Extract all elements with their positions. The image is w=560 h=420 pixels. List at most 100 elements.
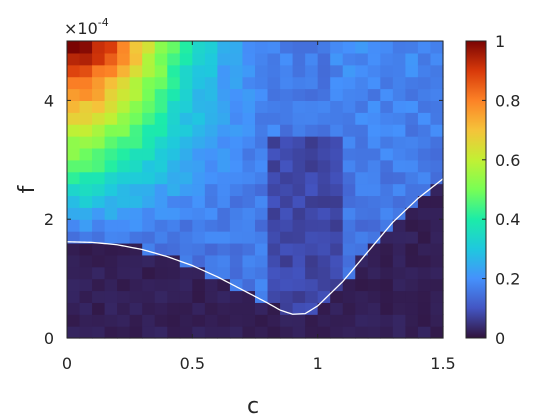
heatmap-cell <box>417 266 432 280</box>
heatmap-cell <box>267 136 281 149</box>
heatmap-cell <box>204 171 218 185</box>
heatmap-cell <box>179 124 193 137</box>
heatmap-cell <box>355 112 369 125</box>
heatmap-cell <box>179 195 193 208</box>
heatmap-cell <box>405 147 419 161</box>
heatmap-cell <box>204 88 218 101</box>
heatmap-cell <box>280 183 294 197</box>
heatmap-cell <box>92 242 106 256</box>
heatmap-cell <box>417 302 432 315</box>
plot-area-border <box>66 40 444 339</box>
heatmap-cell <box>380 136 394 149</box>
colorbar <box>465 40 487 339</box>
heatmap-cell <box>417 64 432 78</box>
heatmap-cell <box>367 231 381 244</box>
heatmap-cell <box>330 64 344 78</box>
heatmap-cell <box>192 254 206 268</box>
heatmap-cell <box>67 88 81 101</box>
heatmap-cell <box>167 76 181 90</box>
x-tick-label: 0.5 <box>180 354 205 373</box>
heatmap-cell <box>179 171 193 185</box>
heatmap-cell <box>330 41 344 54</box>
heatmap-cell <box>292 41 306 54</box>
heatmap-cell <box>355 195 369 208</box>
heatmap-cell <box>104 100 118 113</box>
heatmap-cell <box>217 242 231 256</box>
heatmap-cell <box>92 183 106 197</box>
heatmap-cell <box>417 254 432 268</box>
heatmap-cell <box>305 183 319 197</box>
heatmap-cell <box>154 207 168 220</box>
heatmap-cell <box>430 326 444 339</box>
heatmap-cell <box>405 136 419 149</box>
heatmap-cell <box>430 76 444 90</box>
heatmap-cell <box>255 76 269 90</box>
heatmap-cell <box>167 88 181 101</box>
heatmap-cell <box>242 290 256 303</box>
heatmap-cell <box>267 112 281 125</box>
heatmap-cell <box>292 266 306 280</box>
heatmap-cell <box>67 76 81 90</box>
heatmap-cell <box>255 171 269 185</box>
heatmap-cell <box>142 41 156 54</box>
heatmap-cell <box>417 100 432 113</box>
heatmap-cell <box>229 242 244 256</box>
heatmap-cell <box>167 302 181 315</box>
heatmap-cell <box>154 231 168 244</box>
heatmap-cell <box>417 326 432 339</box>
heatmap-cell <box>229 112 244 125</box>
heatmap-cell <box>380 112 394 125</box>
heatmap-cell <box>179 231 193 244</box>
heatmap-cell <box>342 254 356 268</box>
heatmap-cell <box>430 290 444 303</box>
heatmap-cell <box>255 314 269 327</box>
heatmap-cell <box>267 52 281 66</box>
heatmap-cell <box>267 183 281 197</box>
heatmap-cell <box>280 231 294 244</box>
heatmap-cell <box>405 302 419 315</box>
heatmap-cell <box>104 159 118 173</box>
heatmap-cell <box>67 314 81 327</box>
heatmap-cell <box>330 219 344 232</box>
heatmap-cell <box>67 136 81 149</box>
heatmap-cell <box>142 147 156 161</box>
boundary-curve <box>66 178 444 315</box>
heatmap-cell <box>179 147 193 161</box>
heatmap-cell <box>179 302 193 315</box>
heatmap-cell <box>342 147 356 161</box>
heatmap-cell <box>317 136 331 149</box>
heatmap-cell <box>129 136 143 149</box>
heatmap-cell <box>355 52 369 66</box>
heatmap-cell <box>79 183 93 197</box>
colorbar-tick-label: 0.6 <box>495 151 520 170</box>
heatmap-cell <box>317 41 331 54</box>
heatmap-cell <box>242 112 256 125</box>
heatmap-cell <box>179 41 193 54</box>
heatmap-cell <box>217 326 231 339</box>
heatmap-cell <box>292 278 306 292</box>
heatmap-cell <box>255 219 269 232</box>
heatmap-cell <box>117 124 131 137</box>
heatmap-cell <box>392 124 406 137</box>
heatmap-cell <box>292 231 306 244</box>
heatmap-cell <box>217 112 231 125</box>
heatmap-cell <box>117 52 131 66</box>
heatmap-cell <box>142 302 156 315</box>
heatmap-cell <box>154 254 168 268</box>
heatmap-cell <box>355 314 369 327</box>
heatmap-cell <box>355 266 369 280</box>
heatmap-cell <box>242 326 256 339</box>
heatmap-cell <box>67 219 81 232</box>
heatmap-cell <box>317 302 331 315</box>
heatmap-cell <box>392 64 406 78</box>
heatmap-cell <box>242 159 256 173</box>
heatmap-cell <box>129 266 143 280</box>
heatmap-cell <box>242 41 256 54</box>
heatmap-cell <box>405 278 419 292</box>
heatmap-cell <box>167 326 181 339</box>
heatmap-cell <box>305 100 319 113</box>
heatmap-cell <box>342 88 356 101</box>
heatmap-cell <box>330 147 344 161</box>
heatmap-cell <box>204 326 218 339</box>
heatmap-cell <box>117 254 131 268</box>
